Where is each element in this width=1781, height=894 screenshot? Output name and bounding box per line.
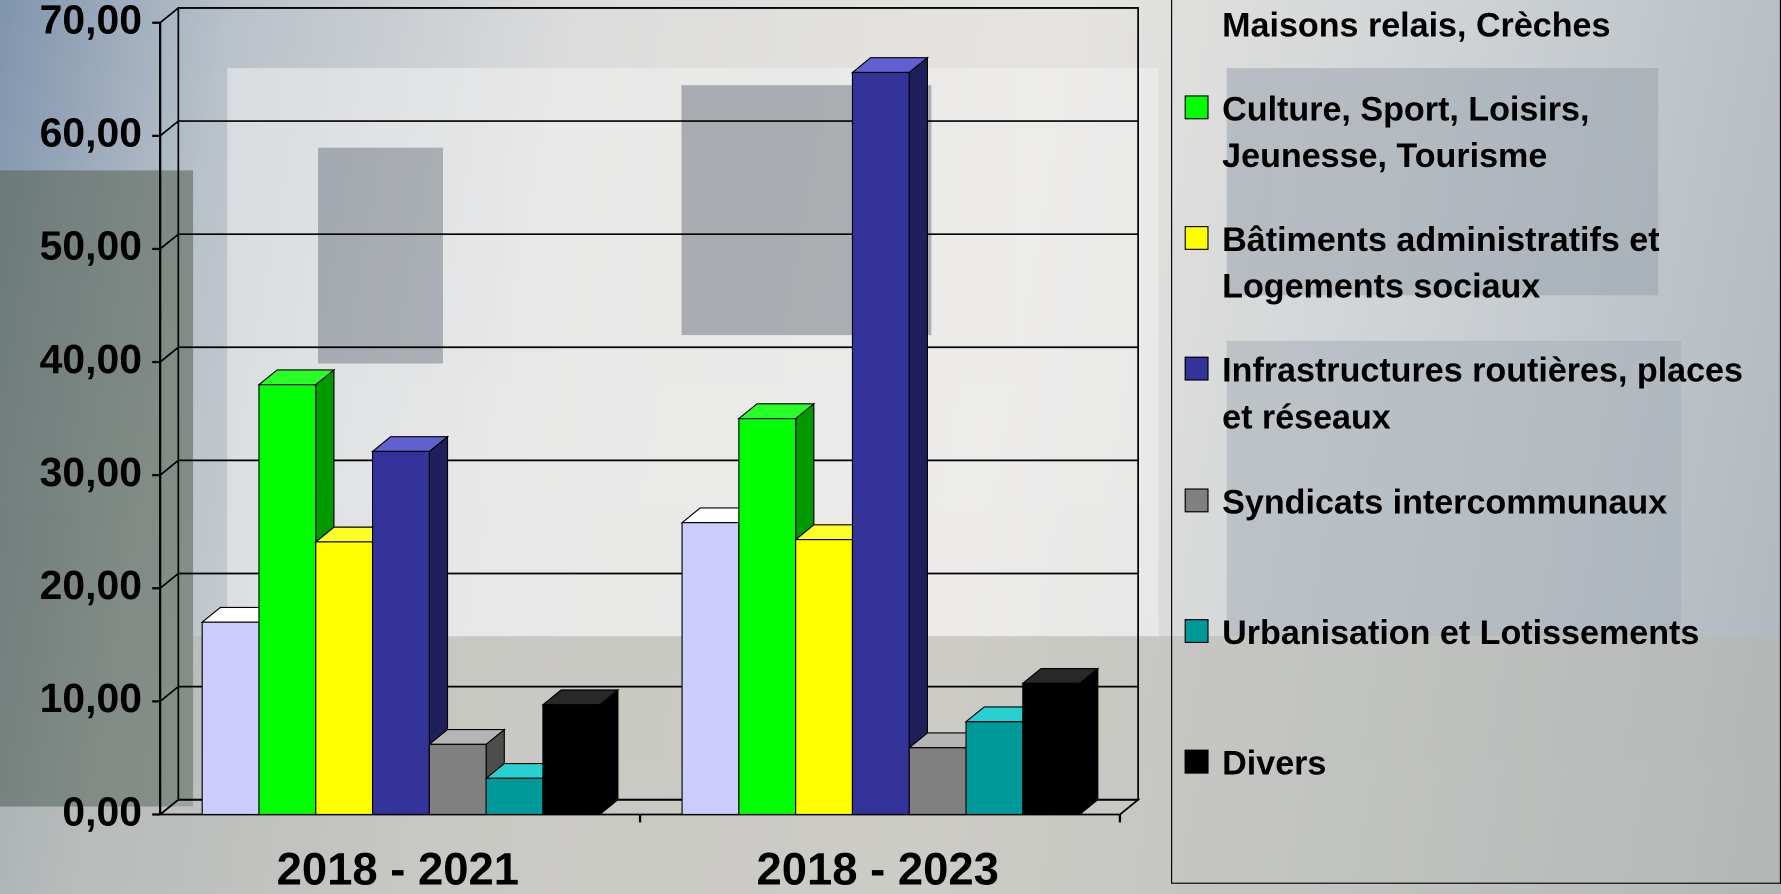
legend-swatch: [1185, 488, 1209, 512]
bar: [316, 542, 373, 815]
legend-label: Bâtiments administratifs et Logements so…: [1222, 217, 1752, 310]
bar: [739, 419, 796, 815]
legend-entry: Bâtiments administratifs et Logements so…: [1185, 217, 1753, 310]
bar: [429, 744, 486, 814]
bar-side: [909, 58, 927, 815]
legend-entry: Urbanisation et Lotissements: [1185, 610, 1753, 657]
slide: 0,00 10,00 20,00 30,00 40,00 50,00 60,00 70,00 2…: [0, 0, 1781, 894]
bar: [966, 722, 1023, 815]
legend-entry: Enseignement fondamental, Maisons relais…: [1185, 0, 1753, 49]
grid-line: [160, 8, 1138, 23]
legend-entry: Syndicats intercommunaux: [1185, 479, 1753, 526]
y-tick-label: 20,00: [40, 562, 142, 608]
bar: [796, 540, 853, 815]
legend-swatch: [1185, 619, 1209, 643]
legend-label: Culture, Sport, Loisirs, Jeunesse, Touri…: [1222, 86, 1752, 179]
window: [318, 148, 443, 364]
legend-swatch: [1185, 95, 1209, 119]
legend-entry: Infrastructures routières, places et rés…: [1185, 348, 1753, 441]
bar: [909, 748, 966, 815]
bar: [852, 72, 909, 814]
bar-side: [600, 690, 618, 814]
legend-label: Enseignement fondamental, Maisons relais…: [1222, 0, 1752, 49]
bar: [1023, 683, 1080, 814]
legend-entry: Culture, Sport, Loisirs, Jeunesse, Touri…: [1185, 86, 1753, 179]
legend-swatch: [1185, 357, 1209, 381]
y-tick-label: 60,00: [40, 110, 142, 156]
legend-swatch: [1185, 750, 1209, 774]
x-tick-label: 2018 - 2023: [756, 843, 998, 894]
y-tick-label: 50,00: [40, 223, 142, 269]
legend-label: Urbanisation et Lotissements: [1222, 610, 1699, 657]
legend-label: Divers: [1222, 741, 1326, 788]
legend-swatch: [1185, 226, 1209, 250]
y-tick-label: 30,00: [40, 449, 142, 495]
legend-label: Infrastructures routières, places et rés…: [1222, 348, 1752, 441]
y-tick-label: 10,00: [40, 675, 142, 721]
bar: [373, 451, 430, 814]
y-tick-label: 40,00: [40, 336, 142, 382]
x-tick-label: 2018 - 2021: [277, 843, 519, 894]
legend-label: Syndicats intercommunaux: [1222, 479, 1667, 526]
page: 0,00 10,00 20,00 30,00 40,00 50,00 60,00 70,00 2…: [0, 0, 1781, 894]
y-tick-label: 70,00: [40, 0, 142, 43]
bar-side: [1080, 669, 1098, 815]
legend-entry: Divers: [1185, 741, 1753, 788]
bar: [486, 778, 543, 814]
bar: [259, 385, 316, 815]
y-tick-label: 0,00: [62, 788, 142, 834]
bar: [543, 705, 600, 815]
bar: [682, 523, 739, 815]
bar: [202, 622, 259, 814]
legend: Enseignement fondamental, Maisons relais…: [1171, 0, 1781, 884]
